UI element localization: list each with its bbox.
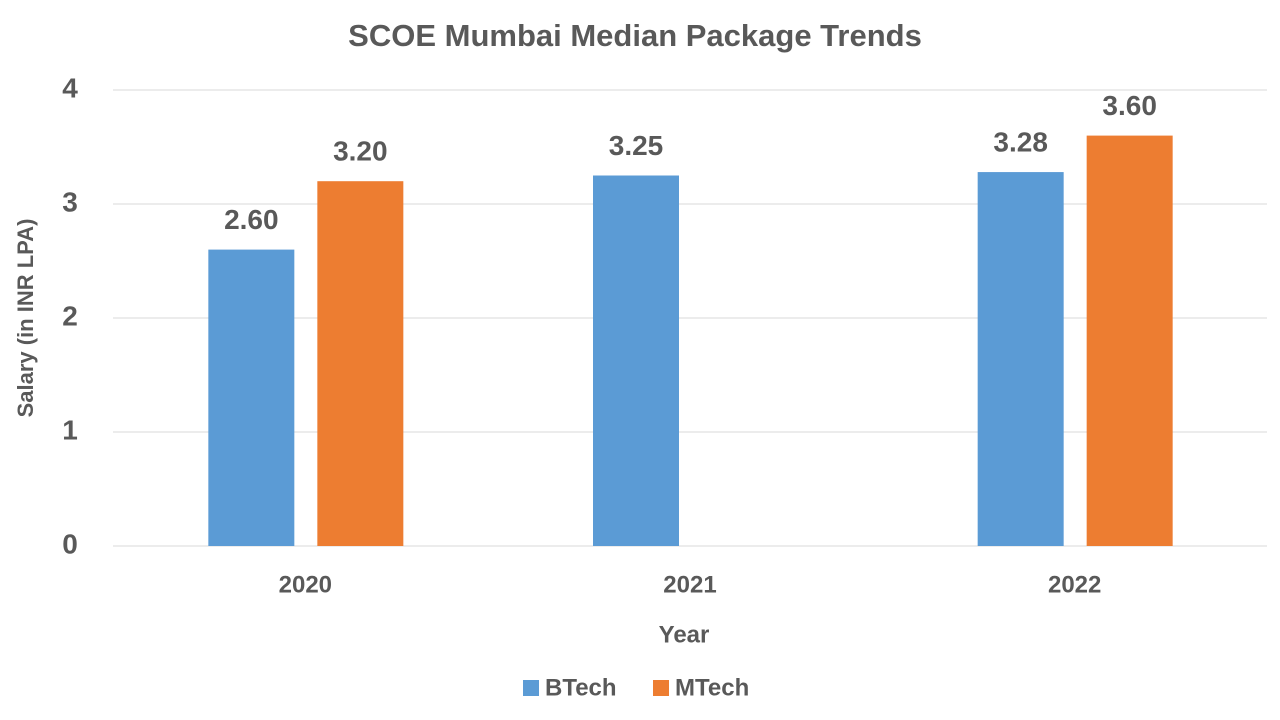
- legend-label: BTech: [545, 674, 617, 701]
- bar: [977, 172, 1064, 546]
- y-axis-label: Salary (in INR LPA): [13, 219, 38, 418]
- bar: [208, 249, 295, 546]
- legend-swatch: [653, 680, 669, 696]
- y-tick-label: 2: [62, 300, 78, 331]
- value-label: 3.60: [1102, 90, 1157, 121]
- x-axis-label: Year: [659, 621, 710, 648]
- bar: [593, 175, 679, 546]
- x-tick-label: 2020: [279, 571, 332, 598]
- value-label: 3.20: [333, 136, 388, 167]
- bar: [1086, 135, 1173, 546]
- y-tick-label: 4: [62, 72, 78, 103]
- y-tick-label: 1: [62, 414, 78, 445]
- x-tick-label: 2022: [1048, 571, 1101, 598]
- y-tick-label: 0: [62, 528, 78, 559]
- value-label: 3.25: [609, 130, 664, 161]
- legend-label: MTech: [675, 674, 749, 701]
- x-tick-label: 2021: [663, 571, 716, 598]
- chart-title: SCOE Mumbai Median Package Trends: [348, 18, 922, 53]
- y-tick-label: 3: [62, 186, 78, 217]
- legend-swatch: [523, 680, 539, 696]
- value-label: 2.60: [224, 204, 279, 235]
- bar: [317, 181, 404, 546]
- value-label: 3.28: [993, 126, 1048, 157]
